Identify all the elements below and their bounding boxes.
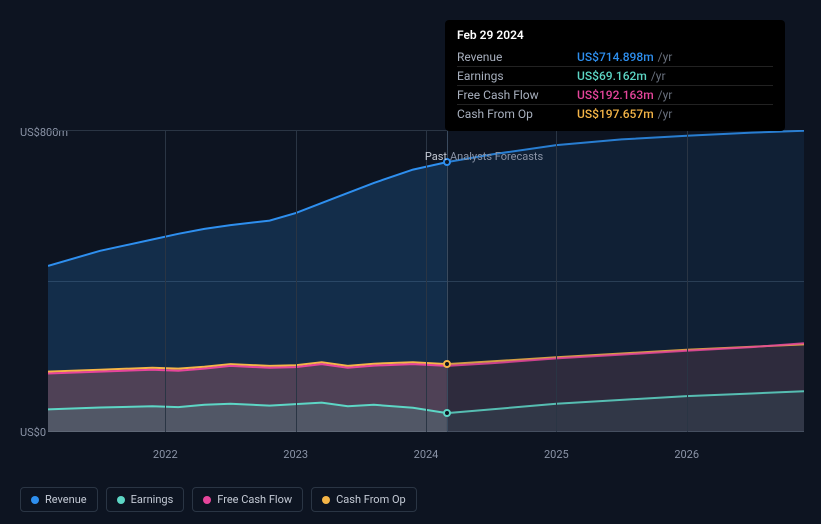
x-axis-label: 2026 [674,448,699,461]
legend-dot-icon [203,496,211,504]
series-marker-cashop [443,360,451,368]
y-axis-label-min: US$0 [20,426,46,439]
gridline-vertical [165,130,166,432]
section-label-past: Past [425,150,447,163]
tooltip-row-value: US$192.163m [577,88,654,102]
x-axis-label: 2025 [544,448,569,461]
legend-label: Earnings [131,493,174,506]
x-axis-label: 2023 [283,448,308,461]
tooltip-row: RevenueUS$714.898m/yr [457,48,773,66]
legend-label: Cash From Op [336,493,406,506]
x-axis-labels: 2022 2023 2024 2025 2026 [48,448,804,468]
section-label-forecast: Analysts Forecasts [450,150,543,163]
legend-item-cashop[interactable]: Cash From Op [311,487,417,512]
tooltip-row-label: Revenue [457,50,577,64]
tooltip-row-label: Earnings [457,69,577,83]
legend-dot-icon [117,496,125,504]
tooltip-row: Cash From OpUS$197.657m/yr [457,104,773,123]
gridline-vertical [296,130,297,432]
tooltip-row-unit: /yr [658,50,673,64]
gridline-vertical [556,130,557,432]
tooltip-row-unit: /yr [658,88,673,102]
legend-dot-icon [322,496,330,504]
legend: Revenue Earnings Free Cash Flow Cash From O… [20,487,417,512]
legend-item-revenue[interactable]: Revenue [20,487,98,512]
tooltip-rows: RevenueUS$714.898m/yrEarningsUS$69.162m/… [457,48,773,123]
legend-label: Free Cash Flow [217,493,292,506]
past-forecast-divider [447,130,448,432]
tooltip-row-label: Cash From Op [457,107,577,121]
series-marker-earnings [443,409,451,417]
chart-tooltip: Feb 29 2024 RevenueUS$714.898m/yrEarning… [445,20,785,131]
legend-label: Revenue [45,493,87,506]
legend-dot-icon [31,496,39,504]
tooltip-row-value: US$197.657m [577,107,654,121]
x-axis-label: 2022 [153,448,178,461]
tooltip-row-label: Free Cash Flow [457,88,577,102]
x-axis-label: 2024 [414,448,439,461]
tooltip-row-unit: /yr [651,69,666,83]
tooltip-date: Feb 29 2024 [457,28,773,42]
gridline-vertical [426,130,427,432]
gridline-vertical [687,130,688,432]
tooltip-row-value: US$69.162m [577,69,647,83]
chart-plot-area[interactable] [48,130,804,432]
tooltip-row-value: US$714.898m [577,50,654,64]
tooltip-row-unit: /yr [658,107,673,121]
legend-item-fcf[interactable]: Free Cash Flow [192,487,303,512]
tooltip-row: EarningsUS$69.162m/yr [457,66,773,85]
tooltip-row: Free Cash FlowUS$192.163m/yr [457,85,773,104]
legend-item-earnings[interactable]: Earnings [106,487,185,512]
